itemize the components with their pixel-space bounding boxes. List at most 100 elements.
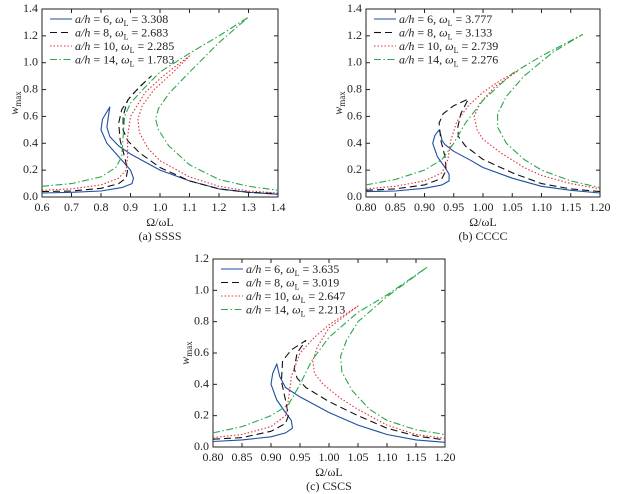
y-tick-label: 0.8 [347,82,362,96]
legend-omega-sub: L [295,269,300,278]
legend-omega: ω [445,53,453,67]
legend-ah-value: = 10, [90,39,121,53]
x-tick-label: 1.4 [271,200,286,214]
y-tick-label: 0.2 [347,162,362,176]
legend-omega-sub: L [454,60,459,69]
legend-omega-sub: L [124,33,129,42]
legend-ah-value: = 10, [414,39,445,53]
y-tick-label: 0.0 [347,189,362,203]
legend-omega-sub: L [448,19,453,28]
y-axis-label: wmax [178,341,194,365]
legend-omega-value: = 2.647 [306,289,346,303]
legend-ah-value: = 14, [261,303,292,317]
legend-ah-value: = 10, [261,289,292,303]
legend-entry: a/h = 8, ωL = 3.133 [399,26,492,42]
legend-omega: ω [439,26,447,40]
y-tick-label: 1.2 [194,251,209,265]
x-axis-label: Ω/ωL [146,215,173,229]
series-line-ah-10 [41,55,279,194]
y-tick-label: 0.4 [23,135,38,149]
legend-entry: a/h = 6, ωL = 3.777 [399,12,492,28]
legend-omega-value: = 3.777 [453,12,493,26]
x-tick-label: 0.80 [356,200,377,214]
y-tick-label: 0.8 [23,82,38,96]
y-axis-label-sub: max [184,341,194,357]
legend-omega-value: = 2.683 [129,26,169,40]
x-axis-label: Ω/ωL [469,215,496,229]
subplot-3: 0.80 0.85 0.90 0.95 1.00 1.05 1.10 1.15 1.20 0.0 0… [178,251,456,493]
y-tick-label: 0.6 [194,345,209,359]
y-axis-label-sub: max [337,91,347,107]
x-tick-label: 1.15 [406,450,427,464]
y-axis-label-main: w [7,107,21,115]
legend-omega-sub: L [295,283,300,292]
subplot-caption: (b) CCCC [458,229,507,243]
series-line-ah-10 [212,305,446,439]
y-tick-label: 1.2 [23,28,38,42]
series-line-ah-14 [365,33,601,189]
legend-entry: a/h = 10, ωL = 2.739 [399,39,498,55]
y-axis-label: wmax [7,91,23,115]
x-tick-label: 1.20 [590,200,611,214]
x-tick-label: 0.85 [385,200,406,214]
legend-omega-sub: L [124,19,129,28]
y-tick-label: 0.6 [23,108,38,122]
y-tick-label: 0.0 [194,439,209,453]
x-tick-label: 1.05 [502,200,523,214]
legend-omega: ω [115,12,123,26]
legend-omega-value: = 2.739 [459,39,499,53]
legend-omega: ω [121,53,129,67]
x-tick-label: 0.6 [35,200,50,214]
x-tick-label: 1.20 [435,450,456,464]
legend-omega-value: = 3.635 [300,262,340,276]
x-tick-label: 0.90 [414,200,435,214]
legend-omega-sub: L [301,310,306,319]
series-line-ah-6 [41,106,279,195]
legend-omega-value: = 2.213 [306,303,346,317]
legend-entry: a/h = 14, ωL = 2.213 [246,303,345,319]
x-axis-label: Ω/ωL [315,465,342,479]
x-tick-label: 1.3 [241,200,256,214]
y-tick-label: 1.2 [347,28,362,42]
y-tick-label: 0.6 [347,108,362,122]
legend-ah: a/h [75,26,90,40]
legend-omega-value: = 3.308 [129,12,169,26]
legend-ah-value: = 14, [90,53,121,67]
legend-omega: ω [286,276,294,290]
legend-omega: ω [286,262,294,276]
y-axis-label-main: w [178,357,192,365]
legend-omega-value: = 2.276 [459,53,499,67]
legend-omega: ω [439,12,447,26]
y-tick-label: 1.4 [347,1,362,15]
x-tick-label: 1.2 [212,200,227,214]
x-tick-label: 1.1 [182,200,197,214]
series-line-ah-6 [212,363,446,443]
series-line-ah-14 [41,16,279,191]
legend-entry: a/h = 8, ωL = 2.683 [75,26,168,42]
y-axis-label-main: w [331,107,345,115]
series-line-ah-8 [41,75,279,195]
legend-omega: ω [292,303,300,317]
legend-entry: a/h = 6, ωL = 3.635 [246,262,339,278]
legend-omega-sub: L [454,46,459,55]
y-tick-label: 1.4 [23,1,38,15]
legend-entry: a/h = 6, ωL = 3.308 [75,12,168,28]
legend-ah: a/h [75,53,90,67]
y-tick-label: 0.8 [194,314,209,328]
legend-entry: a/h = 8, ωL = 3.019 [246,276,339,292]
legend-omega-value: = 2.285 [135,39,175,53]
legend-ah: a/h [399,26,414,40]
y-tick-label: 1.0 [347,55,362,69]
subplot-caption: (a) SSSS [138,229,181,243]
x-tick-label: 1.00 [319,450,340,464]
legend-omega-value: = 3.133 [453,26,493,40]
x-tick-label: 0.8 [94,200,109,214]
y-tick-label: 0.4 [194,376,209,390]
y-tick-label: 0.2 [23,162,38,176]
legend-ah-value: = 8, [90,26,115,40]
y-axis-label: wmax [331,91,347,115]
legend-omega-value: = 3.019 [300,276,340,290]
legend-omega-sub: L [448,33,453,42]
legend-ah: a/h [75,12,90,26]
